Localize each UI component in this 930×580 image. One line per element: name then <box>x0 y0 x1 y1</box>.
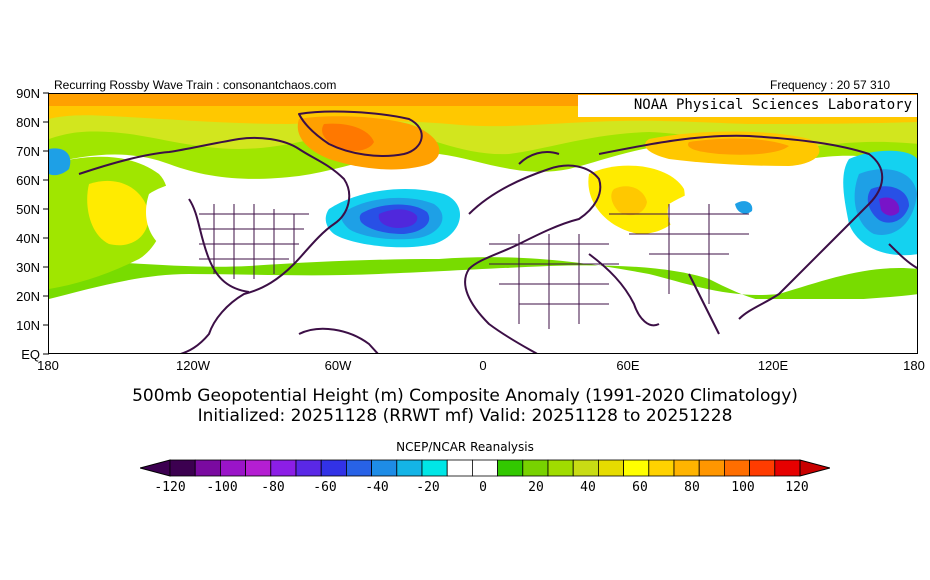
colorbar-cell <box>648 459 675 477</box>
header-left: Recurring Rossby Wave Train : consonantc… <box>54 78 337 92</box>
colorbar-cell <box>774 459 801 477</box>
colorbar-cell <box>471 459 498 477</box>
header-right: Frequency : 20 57 310 <box>770 78 891 92</box>
colorbar-cell <box>446 459 473 477</box>
title-line-1: 500mb Geopotential Height (m) Composite … <box>132 386 798 406</box>
colorbar-tick-label: -20 <box>416 480 440 495</box>
colorbar-tick-label: 80 <box>684 480 700 495</box>
colorbar-cell <box>421 459 448 477</box>
colorbar-cell <box>673 459 700 477</box>
colorbar-over-arrow <box>799 459 830 477</box>
lat-label-20n: 20N <box>16 289 40 304</box>
colorbar-tick-label: -80 <box>261 480 285 495</box>
colorbar-cell <box>245 459 272 477</box>
colorbar-tick-label: 60 <box>632 480 648 495</box>
lab-label: NOAA Physical Sciences Laboratory <box>633 97 912 113</box>
colorbar-cell <box>497 459 524 477</box>
colorbar-cell <box>698 459 725 477</box>
colorbar-cell <box>371 459 398 477</box>
colorbar-cell <box>220 459 247 477</box>
colorbar-tick-label: 20 <box>528 480 544 495</box>
colorbar-cell <box>724 459 751 477</box>
colorbar-under-arrow <box>140 459 171 477</box>
lon-label-180w: 180 <box>37 358 59 373</box>
colorbar-cell <box>749 459 776 477</box>
colorbar-cell <box>522 459 549 477</box>
colorbar-cell <box>194 459 221 477</box>
lat-ticks <box>43 92 49 355</box>
colorbar-cell <box>169 459 196 477</box>
colorbar-tick-label: -60 <box>313 480 337 495</box>
lab-label-box: NOAA Physical Sciences Laboratory <box>578 95 917 117</box>
colorbar-cell <box>623 459 650 477</box>
colorbar-tick-label: 100 <box>731 480 755 495</box>
map-canvas <box>49 94 917 353</box>
colorbar-cell <box>345 459 372 477</box>
colorbar-cell <box>270 459 297 477</box>
lat-label-90n: 90N <box>16 86 40 101</box>
colorbar-cell <box>547 459 574 477</box>
anomaly-map: NOAA Physical Sciences Laboratory <box>48 93 918 354</box>
title-line-2: Initialized: 20251128 (RRWT mf) Valid: 2… <box>197 406 733 426</box>
lat-label-60n: 60N <box>16 173 40 188</box>
colorbar-tick-label: 0 <box>479 480 487 495</box>
colorbar-cell <box>396 459 423 477</box>
colorbar <box>140 459 830 477</box>
lon-label-60e: 60E <box>616 358 640 373</box>
colorbar-cell <box>572 459 599 477</box>
lat-label-30n: 30N <box>16 260 40 275</box>
colorbar-tick-label: -40 <box>365 480 389 495</box>
colorbar-tick-label: 120 <box>785 480 809 495</box>
colorbar-cell <box>597 459 624 477</box>
lon-label-0: 0 <box>479 358 487 373</box>
lat-label-40n: 40N <box>16 231 40 246</box>
lat-label-70n: 70N <box>16 144 40 159</box>
lon-label-120e: 120E <box>757 358 789 373</box>
colorbar-cell <box>320 459 347 477</box>
colorbar-cell <box>295 459 322 477</box>
lat-label-50n: 50N <box>16 202 40 217</box>
colorbar-tick-label: 40 <box>580 480 596 495</box>
lon-label-120w: 120W <box>176 358 210 373</box>
lon-label-180e: 180 <box>903 358 925 373</box>
lat-label-10n: 10N <box>16 318 40 333</box>
colorbar-source: NCEP/NCAR Reanalysis <box>396 440 534 454</box>
lat-label-eq: EQ <box>21 347 40 362</box>
lat-label-80n: 80N <box>16 115 40 130</box>
colorbar-tick-label: -120 <box>154 480 186 495</box>
colorbar-tick-label: -100 <box>206 480 238 495</box>
lon-label-60w: 60W <box>324 358 352 373</box>
